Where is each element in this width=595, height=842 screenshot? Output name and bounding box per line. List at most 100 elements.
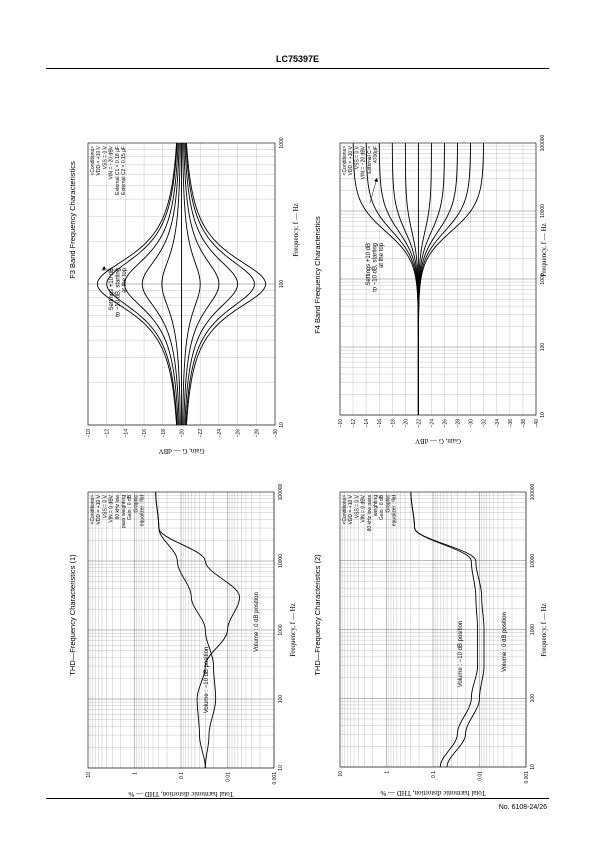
value-tick-label: −26 xyxy=(236,429,242,438)
value-tick-label: −16 xyxy=(142,429,148,438)
chart-title: F4 Band Frequency Characteristics xyxy=(313,216,322,334)
value-tick-label: −10 xyxy=(338,419,344,428)
series-line xyxy=(141,142,180,426)
series-label: Volume : 0 dB position xyxy=(502,612,508,672)
header-rule xyxy=(46,68,549,69)
annotation-text: at the top xyxy=(122,267,128,293)
chart-thd1: 10 1 0.1 0.01 0.00110100100010000100000THD—F… xyxy=(68,483,297,798)
value-tick-label: 1 xyxy=(133,772,139,775)
value-tick-label: 0.1 xyxy=(179,772,185,779)
value-tick-label: 0.001 xyxy=(524,771,530,784)
freq-tick-label: 100000 xyxy=(530,483,536,500)
freq-tick-label: 1000 xyxy=(540,273,546,284)
chart-title: THD—Frequency Characteristics (2) xyxy=(313,554,322,676)
value-tick-label: −12 xyxy=(105,429,111,438)
conditions-line: <Conditions> xyxy=(90,495,96,525)
freq-tick-label: 10000 xyxy=(278,554,284,568)
series-line xyxy=(184,142,239,426)
series-line xyxy=(186,142,267,426)
conditions-line: External C = xyxy=(367,146,373,174)
value-tick-label: 10 xyxy=(86,772,92,778)
value-tick-label: −40 xyxy=(534,419,540,428)
value-tick-label: −20 xyxy=(403,419,409,428)
y-axis-label: Gain, G — dBV xyxy=(159,447,205,455)
conditions-line: VSS = 0 V xyxy=(102,494,108,518)
conditions-line: VIN = 0 dBV xyxy=(361,494,367,522)
conditions-line: VIN = −20 dBV xyxy=(361,145,367,179)
conditions-line: VSS = 0 V xyxy=(354,494,360,518)
footer-rule xyxy=(46,798,549,799)
series-line xyxy=(155,491,217,769)
value-tick-label: −28 xyxy=(254,429,260,438)
chart-title: THD—Frequency Characteristics (1) xyxy=(68,554,77,676)
freq-tick-label: 100 xyxy=(530,694,536,703)
freq-tick-label: 100000 xyxy=(278,483,284,500)
conditions-line: <Conditions> xyxy=(342,495,348,525)
series-line xyxy=(417,142,485,415)
conditions-line: External C1 = 0.18 μF xyxy=(115,146,121,195)
conditions-line: Graphic xyxy=(133,495,139,513)
freq-tick-label: 1000 xyxy=(278,624,284,635)
conditions-line: Gain : 0 dB xyxy=(127,494,133,520)
freq-tick-label: 100000 xyxy=(540,134,546,151)
conditions-line: equalizer : flat xyxy=(140,494,146,526)
value-tick-label: −30 xyxy=(469,419,475,428)
annotation-text: to −10 dB, starting xyxy=(116,268,122,317)
conditions-line: Gain : 0 dB xyxy=(379,494,385,520)
value-tick-label: −12 xyxy=(351,419,357,428)
conditions-line: Graphic xyxy=(385,495,391,513)
series-line xyxy=(106,142,178,426)
value-tick-label: −10 xyxy=(86,429,92,438)
value-tick-label: −38 xyxy=(521,419,527,428)
conditions-line: weighting xyxy=(373,495,379,516)
value-tick-label: 1 xyxy=(385,771,391,774)
arrow-head xyxy=(374,178,378,182)
series-line xyxy=(124,142,179,426)
plot-frame xyxy=(339,491,527,768)
annotation-text: Settings +10 dB xyxy=(109,268,115,311)
annotation-text: at the top xyxy=(379,242,385,268)
freq-tick-label: 10 xyxy=(278,765,284,771)
y-axis-label: Gain, G — dBV xyxy=(415,437,461,445)
freq-tick-label: 10 xyxy=(279,422,285,428)
value-tick-label: −18 xyxy=(390,419,396,428)
value-tick-label: −22 xyxy=(198,429,204,438)
series-line xyxy=(183,142,220,426)
conditions-line: External C2 = 0.15 μF xyxy=(121,146,127,195)
value-tick-label: −26 xyxy=(443,419,449,428)
series-line xyxy=(185,142,255,426)
conditions-line: VDD = +10 V xyxy=(348,145,354,175)
series-line xyxy=(182,142,201,426)
freq-tick-label: 100 xyxy=(540,343,546,352)
freq-tick-label: 10 xyxy=(530,764,536,770)
x-axis-label: Frequency, f — Hz xyxy=(540,603,548,657)
chart-f4: −10 −12 −14 −16 −18 −20 −22 −24 −26 −28 −30 −32 −34 −… xyxy=(313,134,548,445)
value-tick-label: −16 xyxy=(377,419,383,428)
value-tick-label: 0.01 xyxy=(478,771,484,781)
value-tick-label: 0.001 xyxy=(272,772,278,785)
conditions-line: VIN = 0 dBV xyxy=(109,494,115,522)
value-tick-label: −32 xyxy=(482,419,488,428)
y-axis-label: Total harmonic distortion, THD — % xyxy=(128,790,233,798)
conditions-line: 80 kHz low xyxy=(115,495,121,520)
conditions-line: <Conditions> xyxy=(90,146,96,176)
conditions-line: VDD = +10 V xyxy=(96,145,102,175)
conditions-line: 80 kHz low pass xyxy=(367,495,373,532)
arrow-head xyxy=(102,266,106,270)
page-header: LC75397E xyxy=(275,54,320,64)
series-label: Volume : −10 dB position xyxy=(204,647,210,714)
series-line xyxy=(155,491,241,769)
value-tick-label: −28 xyxy=(456,419,462,428)
value-tick-label: −14 xyxy=(364,419,370,428)
conditions-line: pass weighting xyxy=(121,495,127,528)
value-tick-label: −24 xyxy=(217,429,223,438)
value-tick-label: −34 xyxy=(495,419,501,428)
value-tick-label: −18 xyxy=(161,429,167,438)
freq-tick-label: 1000 xyxy=(279,137,285,148)
value-tick-label: 0.01 xyxy=(226,772,232,782)
value-tick-label: −22 xyxy=(416,419,422,428)
annotation-text: Settings +10 dB xyxy=(366,243,372,286)
freq-tick-label: 10000 xyxy=(540,204,546,218)
